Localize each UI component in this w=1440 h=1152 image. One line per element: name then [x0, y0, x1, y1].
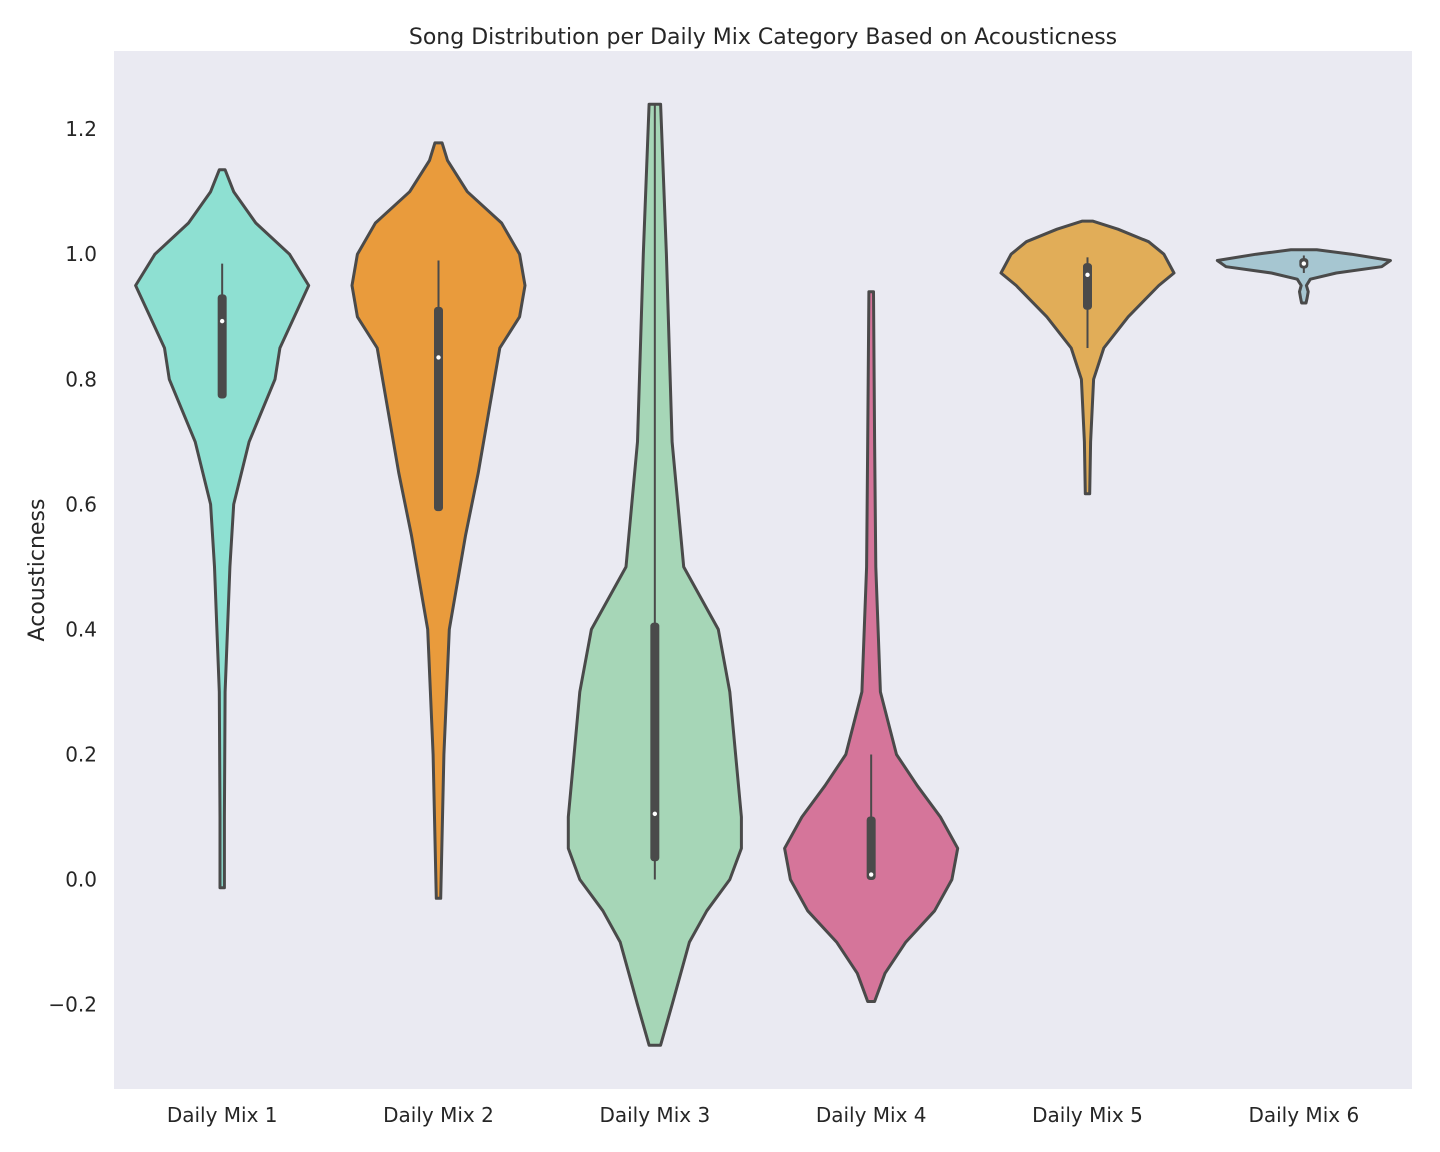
violin-iqr-box — [650, 622, 660, 862]
violin-5 — [999, 219, 1176, 496]
violin-3 — [566, 102, 743, 1047]
violin-iqr-box — [217, 294, 227, 399]
violin-body — [783, 290, 960, 1003]
y-tick-label: 1.2 — [65, 117, 97, 141]
y-tick-label: 0.0 — [65, 868, 97, 892]
violin-6 — [1215, 248, 1392, 305]
violin-body — [1215, 248, 1392, 305]
x-tick-label: Daily Mix 1 — [167, 1103, 278, 1127]
violin-iqr-box — [434, 306, 443, 512]
y-axis-label: Acousticness — [25, 499, 50, 642]
y-tick-label: 0.6 — [65, 492, 97, 516]
violin-iqr-box — [1083, 263, 1092, 310]
violin-1 — [134, 168, 311, 890]
violin-median-point — [1085, 272, 1090, 278]
x-tick-label: Daily Mix 4 — [816, 1103, 927, 1127]
x-tick-label: Daily Mix 2 — [383, 1103, 494, 1127]
y-tick-label: 0.8 — [65, 367, 97, 391]
violin-median-point — [219, 318, 225, 324]
violin-2 — [350, 141, 527, 900]
violin-body — [134, 168, 311, 890]
x-tick-label: Daily Mix 3 — [599, 1103, 710, 1127]
y-tick-label: 1.0 — [65, 242, 97, 266]
plot-area — [114, 51, 1412, 1089]
violin-iqr-box — [866, 816, 876, 881]
y-tick-label: 0.2 — [65, 742, 97, 766]
violin-median-point — [436, 355, 441, 360]
y-axis-ticks: −0.2 0.0 0.2 0.4 0.6 0.8 1.0 1.2 — [48, 117, 97, 1016]
violin-median-point — [868, 872, 874, 877]
violin-body — [999, 219, 1176, 496]
x-tick-label: Daily Mix 6 — [1248, 1103, 1359, 1127]
violins — [134, 102, 1392, 1047]
violin-median-point — [1301, 261, 1307, 266]
violin-4 — [783, 290, 960, 1003]
y-tick-label: −0.2 — [48, 993, 97, 1017]
chart-title: Song Distribution per Daily Mix Category… — [409, 25, 1117, 50]
x-tick-label: Daily Mix 5 — [1032, 1103, 1143, 1127]
x-axis-ticks: Daily Mix 1 Daily Mix 2 Daily Mix 3 Daily M… — [167, 1103, 1359, 1127]
violin-body — [350, 141, 527, 900]
y-tick-label: 0.4 — [65, 617, 97, 641]
violin-median-point — [652, 811, 658, 817]
